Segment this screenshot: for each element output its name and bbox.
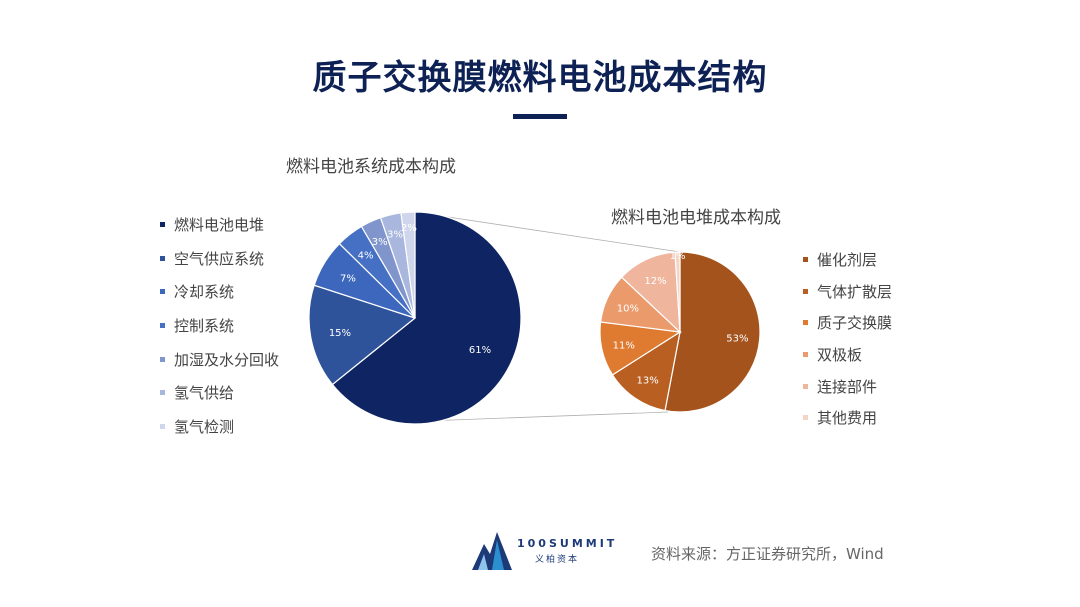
legend-swatch [803, 383, 808, 389]
legend-item: 质子交换膜 [803, 307, 892, 339]
legend-swatch [803, 415, 808, 421]
legend-label: 燃料电池电堆 [174, 216, 265, 235]
slice-label: 12% [644, 276, 666, 287]
slice-label: 3% [387, 229, 403, 240]
legend-swatch [160, 390, 165, 396]
pie-slice [308, 284, 417, 386]
legend-label: 空气供应系统 [174, 249, 265, 268]
legend-swatch [160, 323, 165, 329]
legend-label: 其他费用 [817, 409, 878, 428]
legend-label: 双极板 [817, 346, 863, 365]
legend-swatch [803, 320, 808, 326]
slice-label: 7% [340, 273, 356, 284]
legend-item: 气体扩散层 [803, 276, 892, 308]
legend-item: 氢气供给 [160, 376, 279, 410]
legend-swatch [160, 255, 165, 261]
slice-label: 1% [670, 251, 686, 262]
slice-label: 2% [401, 223, 417, 234]
legend-item: 控制系统 [160, 309, 279, 343]
brand-name: 100SUMMIT [517, 537, 618, 550]
title-underline [513, 114, 567, 119]
legend-label: 质子交换膜 [817, 314, 893, 333]
legend-label: 冷却系统 [174, 283, 235, 302]
slice-label: 13% [637, 376, 659, 387]
legend-item: 冷却系统 [160, 275, 279, 309]
slice-label: 15% [329, 328, 351, 339]
legend-swatch [160, 222, 165, 228]
slice-label: 11% [613, 341, 635, 352]
legend-item: 催化剂层 [803, 244, 892, 276]
legend-label: 控制系统 [174, 317, 235, 336]
system-legend: 燃料电池电堆 空气供应系统 冷却系统控制系统加湿及水分回收 氢气供给氢气检测 [160, 208, 279, 443]
stack-chart-title: 燃料电池电堆成本构成 [611, 208, 781, 228]
legend-item: 加湿及水分回收 [160, 342, 279, 376]
legend-label: 连接部件 [817, 377, 878, 396]
pie-slice [664, 251, 761, 413]
legend-item: 空气供应系统 [160, 242, 279, 276]
legend-item: 双极板 [803, 339, 892, 371]
brand-subtitle: 义柏资本 [535, 555, 580, 565]
source-note: 资料来源：方正证券研究所，Wind [651, 545, 884, 563]
pie-slice [674, 251, 681, 333]
legend-item: 连接部件 [803, 370, 892, 402]
page-title: 质子交换膜燃料电池成本结构 [312, 58, 768, 98]
legend-swatch [160, 356, 165, 362]
system-pie: 61%15%7%4%3%3%2% [308, 211, 522, 425]
summit-logo [472, 532, 512, 570]
legend-swatch [160, 289, 165, 295]
legend-swatch [803, 257, 808, 263]
pie-slice [400, 211, 416, 319]
legend-swatch [803, 288, 808, 294]
stack-pie: 53% 13% 11% 10% 12% 1% [599, 251, 761, 413]
slice-label: 10% [617, 303, 639, 314]
slice-label: 4% [358, 250, 374, 261]
legend-label: 催化剂层 [817, 251, 878, 270]
legend-label: 氢气检测 [174, 417, 235, 436]
slice-label: 53% [726, 333, 748, 344]
legend-item: 其他费用 [803, 402, 892, 434]
pie-slice [331, 211, 522, 425]
pie-slice [620, 251, 681, 334]
legend-item: 燃料电池电堆 [160, 208, 279, 242]
legend-swatch [803, 352, 808, 358]
slice-label: 3% [372, 237, 388, 248]
legend-item: 氢气检测 [160, 410, 279, 444]
pie-slice [611, 330, 681, 412]
legend-swatch [160, 423, 165, 429]
connector-line [414, 211, 681, 253]
system-chart-title: 燃料电池系统成本构成 [286, 157, 456, 177]
legend-label: 氢气供给 [174, 384, 235, 403]
legend-label: 加湿及水分回收 [174, 350, 280, 369]
stack-legend: 催化剂层气体扩散层质子交换膜双极板连接部件其他费用 [803, 244, 892, 434]
legend-label: 气体扩散层 [817, 282, 893, 301]
slice-label: 61% [469, 345, 491, 356]
